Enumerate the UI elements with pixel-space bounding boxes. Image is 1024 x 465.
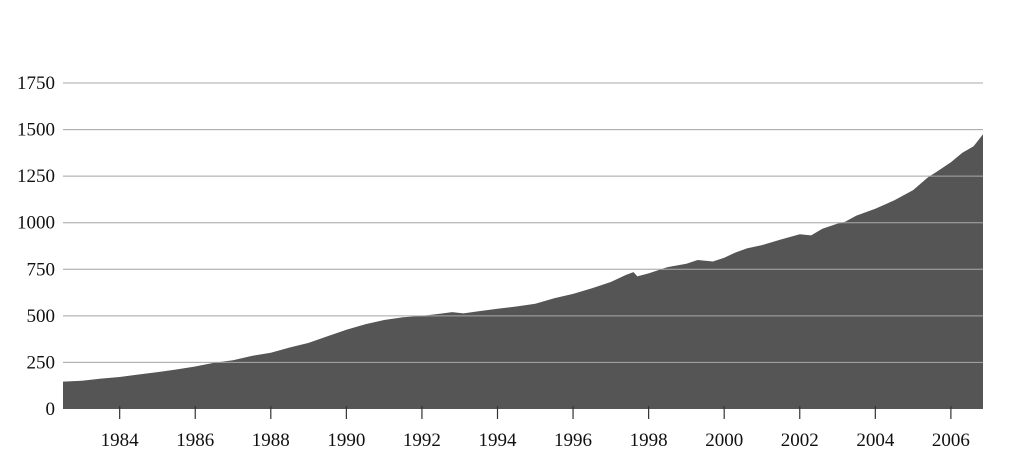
y-tick-label: 1750 [17, 73, 55, 94]
y-tick-label: 1500 [17, 120, 55, 141]
area-series [63, 134, 983, 409]
plot-area [63, 134, 983, 409]
x-tick-label: 1994 [478, 430, 517, 451]
x-tick-label: 2002 [781, 430, 819, 451]
y-tick-label: 500 [27, 306, 56, 327]
y-tick-label: 750 [27, 259, 56, 280]
x-tick-label: 1988 [252, 430, 290, 451]
x-tick-label: 1990 [327, 430, 365, 451]
y-axis: 0 250 500 750 1000 1250 1500 1750 [17, 73, 55, 420]
y-tick-label: 1000 [17, 213, 55, 234]
x-tick-label: 1986 [176, 430, 214, 451]
x-tick-label: 2006 [932, 430, 970, 451]
x-tick-label: 1998 [630, 430, 668, 451]
x-tick-label: 2000 [705, 430, 743, 451]
x-axis: 1984 1986 1988 1990 1992 1994 1996 1998 2000 2002… [101, 406, 970, 451]
x-tick-label: 1984 [101, 430, 140, 451]
gridlines-over-area [63, 82, 983, 363]
x-tick-label: 1996 [554, 430, 592, 451]
x-tick-label: 1992 [403, 430, 441, 451]
x-tick-label: 2004 [856, 430, 895, 451]
y-tick-label: 250 [27, 352, 56, 373]
y-tick-label: 0 [46, 399, 56, 420]
y-tick-label: 1250 [17, 166, 55, 187]
